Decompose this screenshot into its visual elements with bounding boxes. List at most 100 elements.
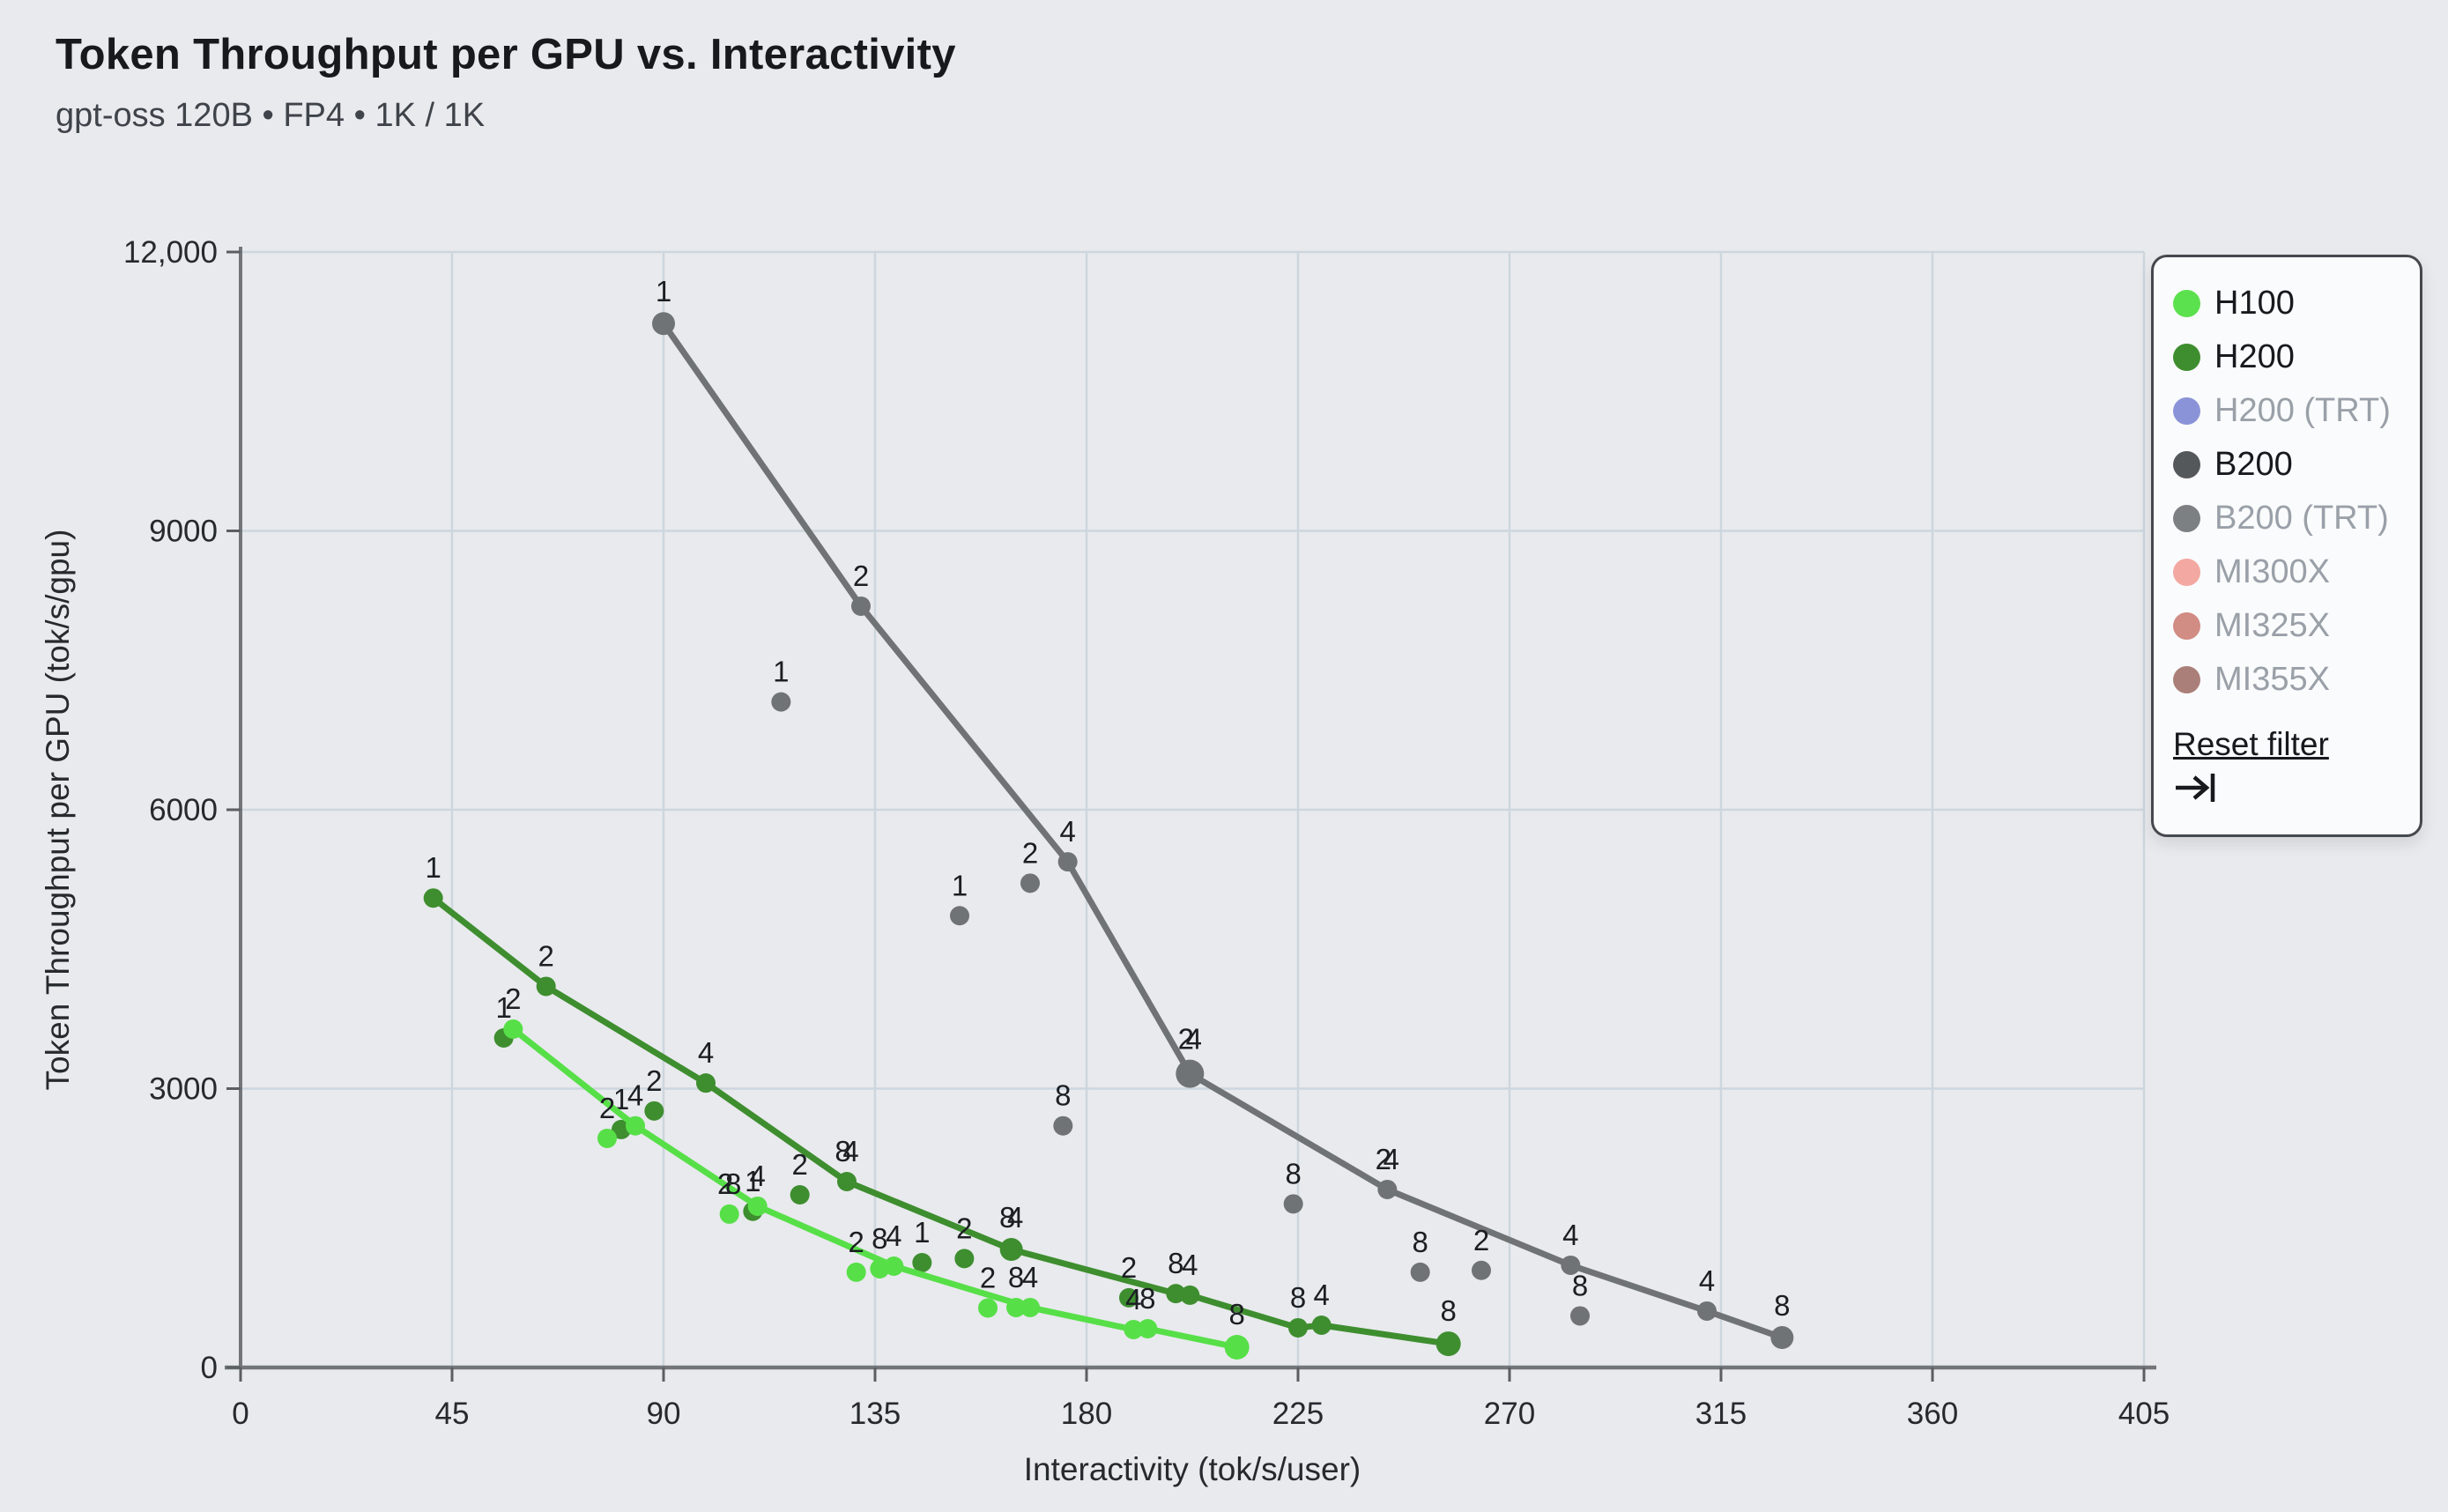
scatter-point-h100[interactable] <box>1006 1297 1026 1317</box>
point-label: 2 <box>980 1261 996 1293</box>
legend-item-label: MI325X <box>2214 607 2330 644</box>
line-point-h100[interactable] <box>1138 1319 1158 1339</box>
line-point-h200[interactable] <box>536 976 556 997</box>
page-subtitle: gpt-oss 120B • FP4 • 1K / 1K <box>56 97 486 134</box>
scatter-point-b200[interactable] <box>1053 1115 1073 1136</box>
line-point-h200[interactable] <box>1435 1331 1461 1357</box>
line-point-h200[interactable] <box>1311 1315 1332 1335</box>
point-label: 8 <box>725 1167 741 1200</box>
point-label: 2 <box>599 1092 615 1124</box>
point-label: 1 <box>745 1165 760 1197</box>
legend-item-h100[interactable]: H100 <box>2173 277 2404 330</box>
line-point-h200[interactable] <box>999 1238 1023 1262</box>
line-point-h100[interactable] <box>747 1196 768 1216</box>
scatter-point-b200[interactable] <box>771 692 791 712</box>
x-axis-title: Interactivity (tok/s/user) <box>1024 1451 1361 1487</box>
scatter-point-b200[interactable] <box>1570 1306 1590 1326</box>
point-label: 4 <box>627 1079 643 1112</box>
point-label: 8 <box>1008 1261 1024 1293</box>
point-label: 8 <box>1774 1289 1790 1322</box>
line-point-h200[interactable] <box>1180 1285 1200 1305</box>
line-point-b200[interactable] <box>652 312 675 336</box>
line-point-h200[interactable] <box>696 1073 716 1093</box>
point-label: 2 <box>1121 1251 1137 1284</box>
scatter-point-h200[interactable] <box>1119 1287 1139 1308</box>
scatter-point-h200[interactable] <box>954 1249 975 1269</box>
point-label: 1 <box>656 275 671 308</box>
line-point-h200[interactable] <box>1288 1317 1308 1338</box>
line-point-b200[interactable] <box>851 596 871 616</box>
point-label: 1 <box>914 1216 930 1249</box>
line-point-h200[interactable] <box>837 1172 857 1191</box>
y-axis-title: Token Throughput per GPU (tok/s/gpu) <box>40 530 76 1091</box>
point-label: 4 <box>1182 1249 1198 1281</box>
point-label: 2 <box>1178 1023 1194 1056</box>
legend-item-b200[interactable]: B200 <box>2173 438 2404 492</box>
line-point-h100[interactable] <box>1020 1297 1040 1317</box>
legend-item-label: MI300X <box>2214 553 2330 590</box>
scatter-point-b200[interactable] <box>1020 873 1040 893</box>
x-tick-label: 270 <box>1484 1397 1535 1431</box>
scatter-point-h100[interactable] <box>719 1204 739 1224</box>
line-point-h100[interactable] <box>1224 1335 1250 1360</box>
line-point-h100[interactable] <box>1124 1319 1144 1339</box>
line-point-h200[interactable] <box>1166 1284 1186 1304</box>
scatter-point-h100[interactable] <box>978 1298 998 1318</box>
scatter-point-h100[interactable] <box>846 1262 866 1282</box>
legend-swatch-icon <box>2173 397 2200 425</box>
legend-item-mi325x[interactable]: MI325X <box>2173 599 2404 653</box>
point-label: 8 <box>1055 1079 1071 1112</box>
scatter-point-h100[interactable] <box>597 1128 617 1148</box>
legend-swatch-icon <box>2173 612 2200 640</box>
scatter-point-h200[interactable] <box>644 1101 664 1121</box>
scatter-point-h200[interactable] <box>790 1184 810 1204</box>
legend-items: H100 H200 H200 (TRT) B200 B200 (TRT) MI300X MI… <box>2173 277 2404 707</box>
y-tick-label: 0 <box>201 1351 218 1385</box>
legend-collapse-icon[interactable] <box>2173 770 2219 810</box>
x-tick-label: 315 <box>1695 1397 1747 1431</box>
point-label: 4 <box>1313 1279 1329 1311</box>
point-label: 8 <box>999 1201 1015 1234</box>
point-label: 1 <box>613 1083 629 1115</box>
line-point-b200[interactable] <box>1377 1179 1398 1199</box>
point-label: 4 <box>1186 1023 1202 1056</box>
legend-item-label: H200 (TRT) <box>2214 392 2391 429</box>
line-point-b200[interactable] <box>1057 852 1078 872</box>
legend-item-h200-trt[interactable]: H200 (TRT) <box>2173 384 2404 438</box>
line-point-h100[interactable] <box>626 1115 645 1136</box>
point-label: 8 <box>1412 1226 1428 1258</box>
point-label: 2 <box>505 982 521 1015</box>
legend-item-mi355x[interactable]: MI355X <box>2173 653 2404 707</box>
line-point-h100[interactable] <box>503 1019 523 1039</box>
line-point-b200[interactable] <box>1697 1301 1717 1321</box>
legend-item-h200[interactable]: H200 <box>2173 330 2404 384</box>
reset-filter-link[interactable]: Reset filter <box>2173 726 2329 762</box>
legend-item-b200-trt[interactable]: B200 (TRT) <box>2173 492 2404 545</box>
scatter-point-h100[interactable] <box>870 1258 890 1279</box>
axes <box>225 247 2156 1382</box>
point-label: 4 <box>1699 1264 1715 1297</box>
line-point-h200[interactable] <box>423 888 443 908</box>
point-label: 4 <box>1383 1143 1399 1175</box>
chart-header: Token Throughput per GPU vs. Interactivi… <box>56 30 956 135</box>
scatter-point-h200[interactable] <box>912 1252 932 1272</box>
point-label: 2 <box>853 560 869 592</box>
line-point-b200[interactable] <box>1176 1059 1205 1088</box>
x-tick-label: 0 <box>232 1397 249 1431</box>
legend-item-mi300x[interactable]: MI300X <box>2173 545 2404 599</box>
point-label: 1 <box>495 991 511 1024</box>
scatter-point-b200[interactable] <box>950 906 969 926</box>
point-label: 8 <box>1228 1298 1244 1330</box>
point-label: 2 <box>1473 1224 1489 1256</box>
point-label: 4 <box>1007 1201 1023 1234</box>
line-point-b200[interactable] <box>1770 1326 1794 1350</box>
point-label: 4 <box>698 1036 714 1069</box>
line-point-b200[interactable] <box>1561 1255 1581 1275</box>
x-tick-label: 405 <box>2118 1397 2170 1431</box>
legend-panel: H100 H200 H200 (TRT) B200 B200 (TRT) MI300X MI… <box>2151 255 2422 837</box>
scatter-point-b200[interactable] <box>1472 1260 1491 1280</box>
scatter-point-b200[interactable] <box>1410 1262 1430 1282</box>
scatter-point-b200[interactable] <box>1283 1194 1303 1214</box>
point-label: 8 <box>1139 1282 1155 1315</box>
